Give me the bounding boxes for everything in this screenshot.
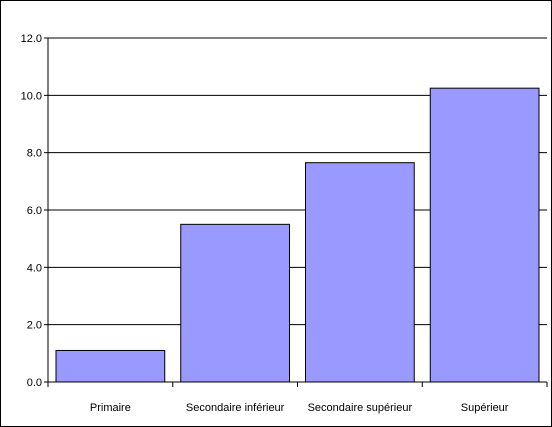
x-category-label: Primaire xyxy=(90,402,131,414)
y-axis-ticks: 0.0 2.0 4.0 6.0 8.0 10.0 12.0 xyxy=(21,33,48,389)
y-tick-label: 6.0 xyxy=(27,205,42,217)
x-axis-labels: Primaire Secondaire inférieur Secondaire s… xyxy=(90,402,509,414)
x-category-label: Supérieur xyxy=(461,402,509,414)
y-tick-label: 2.0 xyxy=(27,320,42,332)
y-tick-label: 4.0 xyxy=(27,262,42,274)
y-tick-label: 8.0 xyxy=(27,148,42,160)
x-category-label: Secondaire supérieur xyxy=(308,402,413,414)
y-tick-label: 0.0 xyxy=(27,377,42,389)
y-tick-label: 10.0 xyxy=(21,90,42,102)
axes xyxy=(47,38,548,387)
y-tick-label: 12.0 xyxy=(21,33,42,45)
bar xyxy=(305,162,415,383)
bar xyxy=(55,349,166,383)
bar xyxy=(180,223,290,383)
bar xyxy=(429,87,540,383)
bars xyxy=(55,87,540,383)
x-category-label: Secondaire inférieur xyxy=(186,402,285,414)
